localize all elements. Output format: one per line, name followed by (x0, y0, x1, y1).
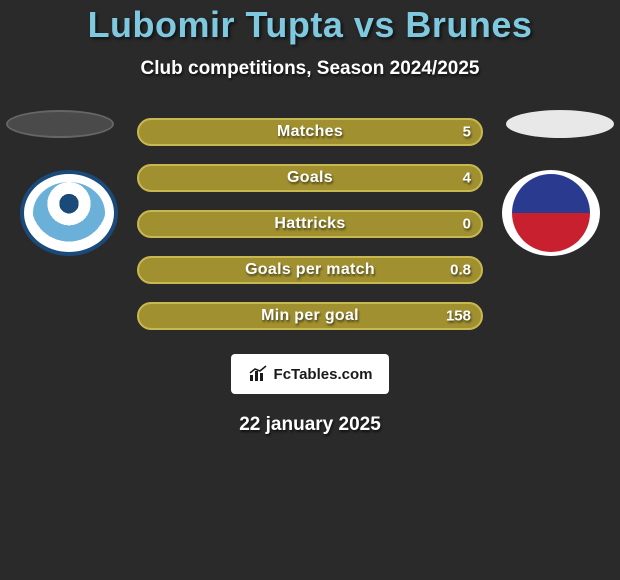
club-logo-right (512, 174, 590, 252)
stat-row-matches: Matches 5 (137, 118, 483, 146)
chart-icon (248, 365, 270, 383)
player-photo-left (6, 110, 114, 138)
watermark-text: FcTables.com (274, 366, 373, 383)
stat-right-value: 0.8 (450, 262, 471, 279)
player-photo-right (506, 110, 614, 138)
stats-area: Matches 5 Goals 4 Hattricks 0 Goals per … (0, 118, 620, 436)
stat-right-value: 158 (446, 308, 471, 325)
stat-label: Goals (287, 169, 333, 187)
stat-rows: Matches 5 Goals 4 Hattricks 0 Goals per … (137, 118, 483, 330)
stat-label: Hattricks (274, 215, 345, 233)
club-logo-left (33, 182, 105, 244)
watermark: FcTables.com (231, 354, 389, 394)
stat-right-value: 5 (463, 124, 471, 141)
stat-label: Matches (277, 123, 343, 141)
stat-right-value: 4 (463, 170, 471, 187)
stat-right-value: 0 (463, 216, 471, 233)
stat-label: Goals per match (245, 261, 375, 279)
stat-row-hattricks: Hattricks 0 (137, 210, 483, 238)
club-badge-left (20, 170, 118, 256)
comparison-card: Lubomir Tupta vs Brunes Club competition… (0, 0, 620, 436)
subtitle: Club competitions, Season 2024/2025 (0, 58, 620, 80)
club-badge-right (502, 170, 600, 256)
stat-row-goals: Goals 4 (137, 164, 483, 192)
stat-label: Min per goal (261, 307, 359, 325)
stat-row-mpg: Min per goal 158 (137, 302, 483, 330)
date-line: 22 january 2025 (0, 414, 620, 436)
page-title: Lubomir Tupta vs Brunes (0, 4, 620, 46)
stat-row-gpm: Goals per match 0.8 (137, 256, 483, 284)
